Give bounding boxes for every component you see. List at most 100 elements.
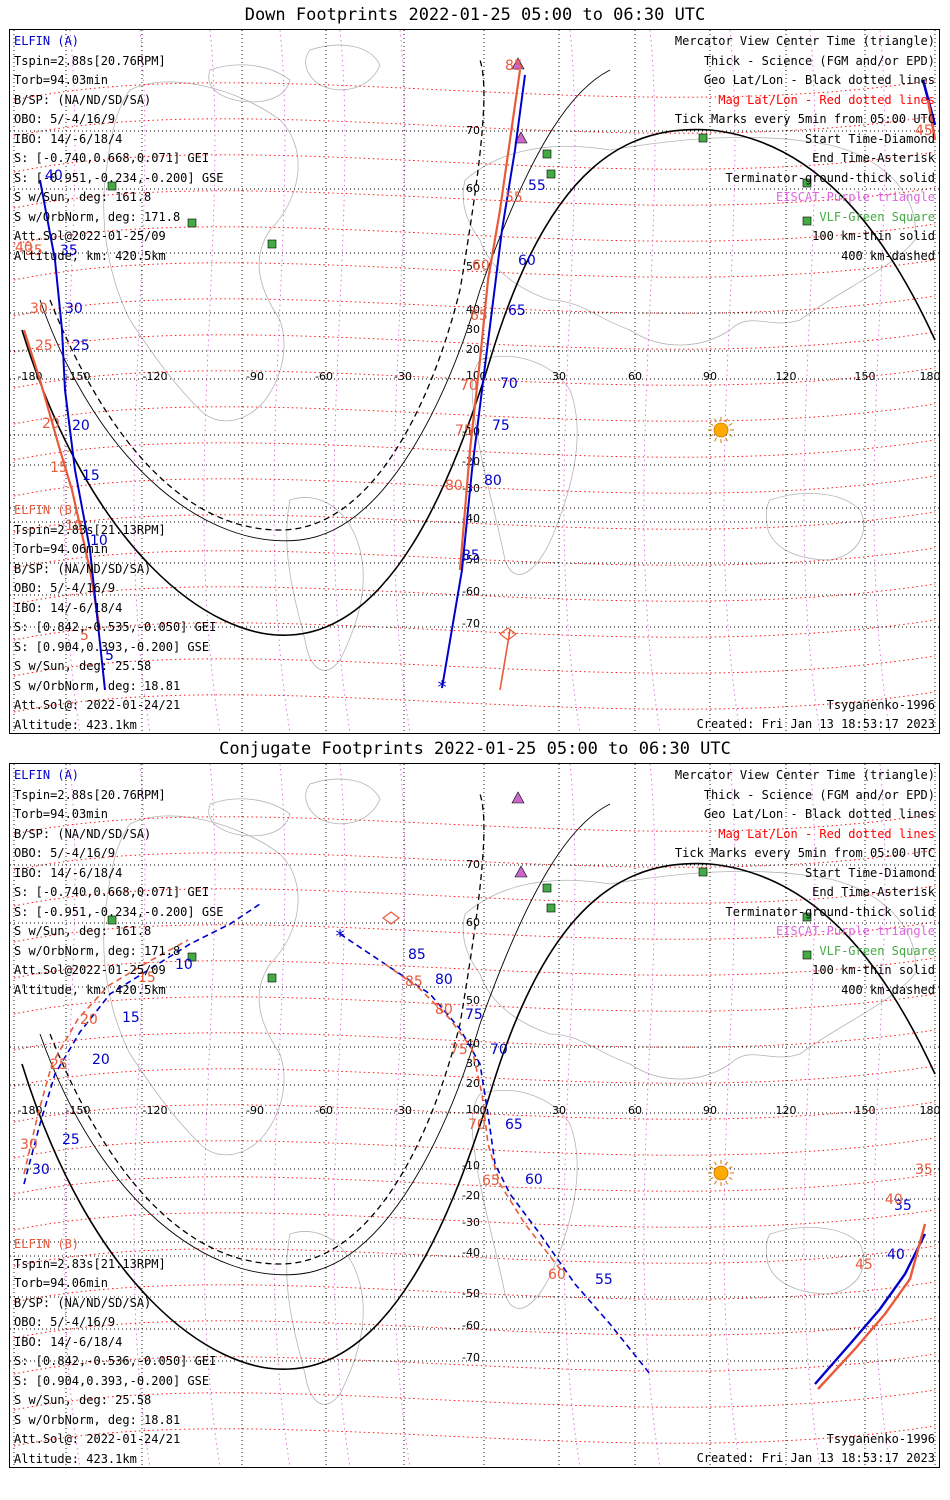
latitude-tick-label: -70 xyxy=(462,617,480,630)
elfin-b-minute-label: 65 xyxy=(482,1173,500,1189)
latitude-tick-label: 70 xyxy=(466,124,480,137)
elfin-a-line: S w/OrbNorm, deg: 171.8 xyxy=(14,943,181,958)
vlf-station-square xyxy=(542,149,552,159)
elfin-a-minute-label: 15 xyxy=(82,468,100,484)
elfin-a-line: Torb=94.03min xyxy=(14,73,108,87)
mag-lat-line xyxy=(13,79,936,101)
elfin-a-track xyxy=(23,903,261,1185)
legend-vlf: VLF-Green Square xyxy=(819,943,935,958)
elfin-b-minute-label: 75 xyxy=(450,1042,468,1058)
elfin-b-line: Tspin=2.83s[21.13RPM] xyxy=(14,522,166,537)
mag-lon-line xyxy=(203,764,221,1467)
vlf-station-square xyxy=(546,169,556,179)
map-canvas: -180 -150 -120 -90 -60 -30 0 30 60 90 120 150 180706… xyxy=(10,764,939,1467)
mag-lon-line xyxy=(803,30,821,733)
elfin-b-minute-label: 30 xyxy=(20,1137,38,1153)
elfin-b-track xyxy=(817,1223,927,1390)
elfin-b-minute-label: 80 xyxy=(435,1002,453,1018)
vlf-station-square xyxy=(802,178,812,188)
coastline xyxy=(286,497,364,671)
sun-ray xyxy=(725,1161,728,1166)
legend-end-time: End Time-Asterisk xyxy=(812,885,935,899)
mag-lat-line xyxy=(13,187,936,209)
latitude-tick-label: -60 xyxy=(462,585,480,598)
longitude-tick-label: -60 xyxy=(315,1104,333,1117)
mag-lat-line xyxy=(13,1317,936,1339)
sun-ray xyxy=(709,1166,714,1169)
longitude-tick-label: 30 xyxy=(552,1104,566,1117)
sun-ray xyxy=(728,423,733,426)
elfin-b-line: S w/Sun, deg: 25.58 xyxy=(14,659,152,673)
longitude-tick-label: 30 xyxy=(552,370,566,383)
elfin-b-line: Altitude: 423.1km xyxy=(14,1451,137,1466)
elfin-b-minute-label: 60 xyxy=(548,1267,566,1283)
longitude-tick-label: 90 xyxy=(703,370,717,383)
elfin-a-minute-label: 30 xyxy=(32,1162,50,1178)
elfin-b-minute-label: 85 xyxy=(505,58,523,74)
vlf-station-square xyxy=(802,950,812,960)
longitude-tick-label: 150 xyxy=(855,370,876,383)
conjugate-footprints-map: -180 -150 -120 -90 -60 -30 0 30 60 90 120 150 180 70 6… xyxy=(9,763,940,1468)
elfin-b-minute-label: 5 xyxy=(80,628,89,644)
elfin-a-minute-label: 10 xyxy=(90,533,108,549)
legend-science: Thick - Science (FGM and/or EPD) xyxy=(703,787,935,802)
mag-lon-line xyxy=(643,764,661,1467)
panel-title-conjugate: Conjugate Footprints 2022-01-25 05:00 to… xyxy=(219,739,731,759)
elfin-a-minute-label: 25 xyxy=(62,1132,80,1148)
elfin-a-info: ELFIN (A) Tspin=2.88s[20.76RPM] Torb=94.… xyxy=(14,32,224,266)
elfin-a-minute-label: 35 xyxy=(894,1198,912,1214)
latitude-tick-label: 70 xyxy=(466,858,480,871)
model-name: Tsyganenko-1996 xyxy=(826,1432,935,1446)
legend-mag-grid: Mag Lat/Lon - Red dotted lines xyxy=(718,826,935,841)
mag-lat-line xyxy=(13,921,936,943)
longitude-tick-label: -120 xyxy=(143,1104,168,1117)
elfin-a-minute-label: 85 xyxy=(462,548,480,564)
vlf-station-square xyxy=(107,915,117,925)
elfin-b-line: Att.Sol@: 2022-01-24/21 xyxy=(14,1432,181,1446)
elfin-a-line: Tspin=2.88s[20.76RPM] xyxy=(14,53,166,68)
mag-lat-line xyxy=(13,993,936,1015)
elfin-b-minute-label: 70 xyxy=(468,1117,486,1133)
elfin-a-minute-label: 65 xyxy=(508,303,526,319)
coastline xyxy=(305,44,381,91)
latitude-tick-label: 30 xyxy=(466,323,480,336)
eiscat-triangle xyxy=(514,865,528,878)
longitude-tick-label: -90 xyxy=(246,1104,264,1117)
elfin-a-minute-label: 65 xyxy=(505,1117,523,1133)
mag-lat-line xyxy=(13,691,936,713)
mag-lat-line xyxy=(13,849,936,871)
latitude-tick-label: -40 xyxy=(462,1246,480,1259)
latitude-tick-label: 40 xyxy=(466,303,480,316)
longitude-tick-label: 0 xyxy=(480,1104,487,1117)
elfin-b-info: ELFIN (B) Tspin=2.83s[21.13RPM] Torb=94.… xyxy=(14,1235,217,1467)
elfin-b-name: ELFIN (B) xyxy=(14,503,80,517)
elfin-b-minute-label: 25 xyxy=(35,338,53,354)
sun-ray xyxy=(709,423,714,426)
latitude-tick-label: 30 xyxy=(466,1057,480,1070)
mag-lon-line xyxy=(393,30,411,733)
terminator-400km xyxy=(49,793,485,1265)
elfin-b-minute-label: 20 xyxy=(42,416,60,432)
map-legend: Mercator View Center Time (triangle) Thi… xyxy=(675,32,935,266)
longitude-tick-label: -30 xyxy=(394,370,412,383)
elfin-a-minute-label: 15 xyxy=(122,1010,140,1026)
elfin-b-line: S: [0.842,-0.536,-0.050] GEI xyxy=(14,1354,217,1368)
elfin-a-line: S w/Sun, deg: 161.8 xyxy=(14,190,152,204)
legend-vlf: VLF-Green Square xyxy=(819,209,935,224)
vlf-station-square xyxy=(267,239,277,249)
elfin-b-minute-label: 30 xyxy=(30,301,48,317)
elfin-b-line: Torb=94.06min xyxy=(14,542,108,556)
mag-lon-line xyxy=(273,30,291,733)
mag-lat-line xyxy=(13,475,936,497)
elfin-b-minute-label: 10 xyxy=(65,518,83,534)
elfin-b-track xyxy=(926,99,937,141)
latitude-tick-label: 10 xyxy=(466,369,480,382)
elfin-a-minute-label: 55 xyxy=(528,178,546,194)
elfin-b-track xyxy=(22,329,102,631)
elfin-a-line: S w/OrbNorm, deg: 171.8 xyxy=(14,209,181,224)
longitude-tick-label: 180 xyxy=(920,1104,940,1117)
elfin-a-line: Att.Sol@2022-01-25/09 xyxy=(14,229,166,243)
mag-lat-line xyxy=(13,1137,936,1159)
elfin-a-line: Torb=94.03min xyxy=(14,807,108,821)
mag-lat-line xyxy=(13,583,936,605)
